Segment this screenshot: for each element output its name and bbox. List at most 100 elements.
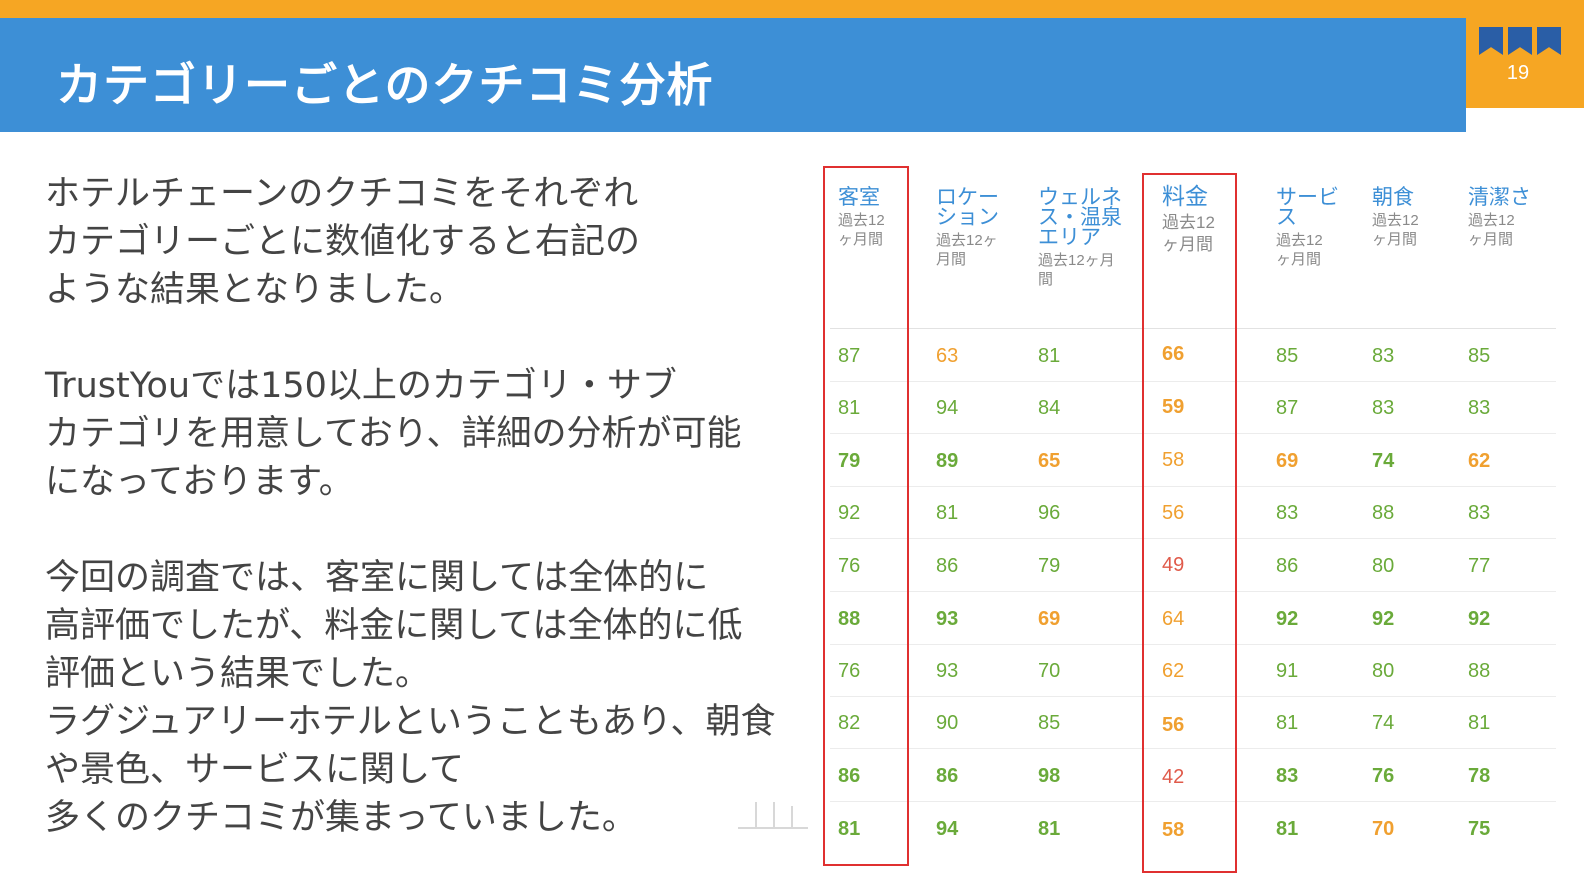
score-cell: 86 <box>936 555 959 577</box>
score-cell: 88 <box>838 608 861 630</box>
score-cell: 88 <box>1372 502 1395 524</box>
score-cell: 94 <box>936 397 959 419</box>
score-cell: 81 <box>1276 712 1299 734</box>
slide-title: カテゴリーごとのクチコミ分析 <box>56 58 714 112</box>
score-cell: 83 <box>1372 397 1395 419</box>
score-cell: 58 <box>1162 819 1185 841</box>
header-divider <box>830 328 1556 329</box>
score-cell: 66 <box>1162 343 1185 365</box>
score-cell: 59 <box>1162 396 1185 418</box>
score-cell: 81 <box>838 818 861 840</box>
column-header-period: 過去12ヶ月 間 <box>1038 252 1115 288</box>
row-divider <box>830 538 1556 539</box>
score-cell: 86 <box>838 765 861 787</box>
score-cell: 81 <box>1468 712 1491 734</box>
score-cell: 56 <box>1162 714 1185 736</box>
score-cell: 78 <box>1468 765 1491 787</box>
score-cell: 83 <box>1276 502 1299 524</box>
column-header-period: 過去12ヶ 月間 <box>936 232 998 268</box>
score-cell: 81 <box>936 502 959 524</box>
score-cell: 81 <box>1038 345 1061 367</box>
score-cell: 56 <box>1162 502 1185 524</box>
score-cell: 91 <box>1276 660 1299 682</box>
column-breakfast: 朝食 過去12 ヶ月間 83 83 74 88 80 92 80 74 76 70 <box>1372 160 1456 880</box>
column-header-label: 客室 <box>838 186 880 209</box>
column-location: ロケー ション 過去12ヶ 月間 63 94 89 81 86 93 93 90 86 94 <box>936 160 1032 880</box>
score-cell: 76 <box>838 555 861 577</box>
score-cell: 86 <box>936 765 959 787</box>
paragraph-intro: ホテルチェーンのクチコミをそれぞれ カテゴリーごとに数値化すると右記の ような結… <box>45 174 641 310</box>
highlight-box-price <box>1142 173 1237 873</box>
row-divider <box>830 486 1556 487</box>
score-cell: 83 <box>1468 397 1491 419</box>
score-cell: 93 <box>936 608 959 630</box>
bookmark-flags-icon <box>1479 27 1563 57</box>
score-cell: 92 <box>838 502 861 524</box>
score-cell: 98 <box>1038 765 1061 787</box>
page-number: 19 <box>1506 62 1530 84</box>
column-header: 清潔さ過去12 ヶ月間 <box>1468 186 1554 249</box>
column-header: サービ ス過去12 ヶ月間 <box>1276 186 1360 269</box>
column-header-period: 過去12 ヶ月間 <box>1276 232 1323 268</box>
column-header: 朝食 過去12 ヶ月間 <box>1372 187 1456 249</box>
score-cell: 62 <box>1162 660 1185 682</box>
score-cell: 87 <box>838 345 861 367</box>
score-cell: 87 <box>1276 397 1299 419</box>
column-cleanliness: 清潔さ 過去12 ヶ月間 85 83 62 83 77 92 88 81 78 75 <box>1468 160 1554 880</box>
score-cell: 81 <box>838 397 861 419</box>
score-cell: 79 <box>838 450 861 472</box>
column-header: ウェルネ ス・温泉 エリア 過去12ヶ月 間 <box>1038 186 1148 289</box>
score-cell: 83 <box>1468 502 1491 524</box>
column-header-label: サービ ス <box>1276 186 1339 229</box>
score-cell: 77 <box>1468 555 1491 577</box>
score-cell: 92 <box>1276 608 1299 630</box>
score-table: 客室 過去12 ヶ月間 87 81 79 92 76 88 76 82 86 81 ロケー ション 過去1… <box>820 160 1560 880</box>
score-cell: 86 <box>1276 555 1299 577</box>
column-header-label: ロケー ション <box>936 186 999 229</box>
score-cell: 83 <box>1372 345 1395 367</box>
score-cell: 89 <box>936 450 959 472</box>
column-header-label: 料金 <box>1162 183 1208 209</box>
score-cell: 79 <box>1038 555 1061 577</box>
score-cell: 80 <box>1372 660 1395 682</box>
column-header-label: 清潔さ <box>1468 186 1531 209</box>
column-header: ロケー ション 過去12ヶ 月間 <box>936 186 1032 269</box>
highlight-box-room <box>823 166 909 866</box>
score-cell: 90 <box>936 712 959 734</box>
row-divider <box>830 748 1556 749</box>
score-cell: 81 <box>1038 818 1061 840</box>
score-cell: 88 <box>1468 660 1491 682</box>
row-divider <box>830 591 1556 592</box>
column-header-label: ウェルネ ス・温泉 エリア <box>1038 186 1122 249</box>
score-cell: 49 <box>1162 554 1185 576</box>
score-cell: 84 <box>1038 397 1061 419</box>
score-cell: 93 <box>936 660 959 682</box>
column-service: サービ ス過去12 ヶ月間 85 87 69 83 86 92 91 81 83 81 <box>1276 160 1360 880</box>
score-cell: 70 <box>1372 818 1395 840</box>
row-divider <box>830 433 1556 434</box>
column-header: 客室 過去12 ヶ月間 <box>838 186 922 249</box>
column-header-period: 過去12 ヶ月間 <box>1468 212 1515 248</box>
score-cell: 64 <box>1162 608 1185 630</box>
row-divider <box>830 801 1556 802</box>
column-header-period: 過去12 ヶ月間 <box>1372 212 1419 248</box>
score-cell: 81 <box>1276 818 1299 840</box>
column-header-period: 過去12 ヶ月間 <box>1162 213 1215 254</box>
score-cell: 74 <box>1372 450 1395 472</box>
score-cell: 69 <box>1038 608 1061 630</box>
column-room: 客室 過去12 ヶ月間 87 81 79 92 76 88 76 82 86 81 <box>838 160 922 880</box>
title-bar: カテゴリーごとのクチコミ分析 <box>0 18 1466 132</box>
column-wellness: ウェルネ ス・温泉 エリア 過去12ヶ月 間 81 84 65 96 79 69 70 85 98 8… <box>1038 160 1148 880</box>
score-cell: 76 <box>1372 765 1395 787</box>
score-cell: 74 <box>1372 712 1395 734</box>
score-cell: 62 <box>1468 450 1491 472</box>
score-cell: 94 <box>936 818 959 840</box>
paragraph-trustyou: TrustYouでは150以上のカテゴリ・サブ カテゴリを用意しており、詳細の分… <box>45 366 742 502</box>
score-cell: 63 <box>936 345 959 367</box>
score-cell: 70 <box>1038 660 1061 682</box>
score-cell: 75 <box>1468 818 1491 840</box>
score-cell: 42 <box>1162 766 1185 788</box>
body-text: ホテルチェーンのクチコミをそれぞれ カテゴリーごとに数値化すると右記の ような結… <box>45 170 805 842</box>
score-cell: 82 <box>838 712 861 734</box>
score-cell: 96 <box>1038 502 1061 524</box>
